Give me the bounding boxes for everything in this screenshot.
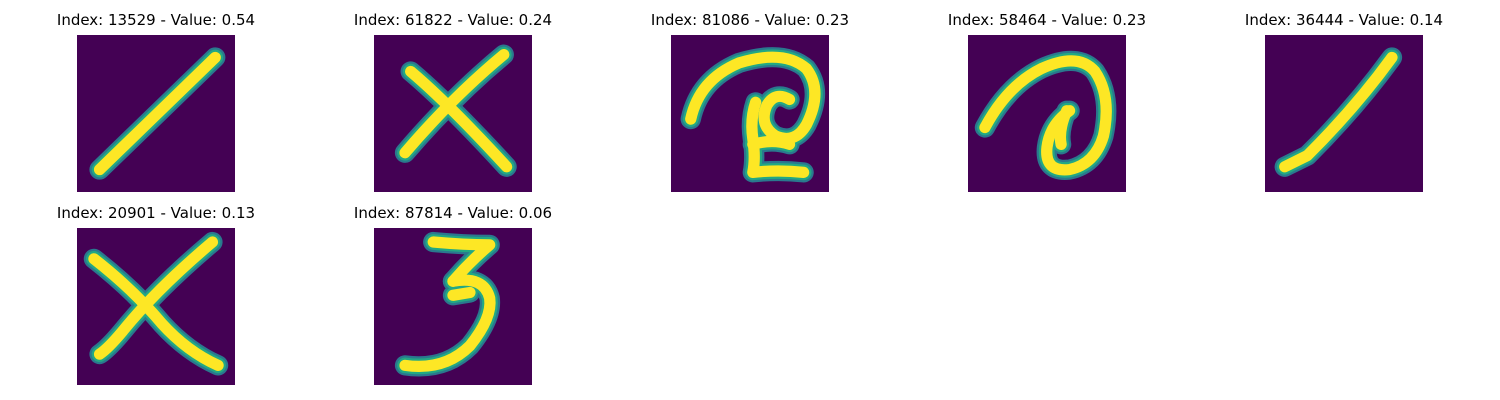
glyph-stroke bbox=[93, 236, 219, 360]
handwritten-glyph-image bbox=[77, 35, 235, 192]
handwritten-glyph-image bbox=[374, 228, 532, 385]
glyph-strokes bbox=[394, 231, 501, 377]
handwritten-glyph-image bbox=[77, 228, 235, 385]
glyph-stroke bbox=[399, 49, 510, 159]
panel-title: Index: 36444 - Value: 0.14 bbox=[1244, 11, 1444, 29]
panel-title: Index: 58464 - Value: 0.23 bbox=[947, 11, 1147, 29]
glyph-strokes bbox=[394, 44, 517, 177]
handwritten-glyph-image bbox=[374, 35, 532, 192]
glyph-stroke bbox=[1054, 105, 1073, 150]
panel-title: Index: 81086 - Value: 0.23 bbox=[650, 11, 850, 29]
glyph-strokes bbox=[1274, 47, 1403, 177]
glyph-strokes bbox=[83, 231, 229, 376]
handwritten-glyph-image bbox=[968, 35, 1126, 192]
handwritten-glyph-image bbox=[1265, 35, 1423, 192]
glyph-stroke bbox=[747, 135, 796, 150]
image-panel: Index: 61822 - Value: 0.24 bbox=[303, 0, 603, 192]
image-panel: Index: 13529 - Value: 0.54 bbox=[6, 0, 306, 192]
image-panel: Index: 20901 - Value: 0.13 bbox=[6, 193, 306, 385]
glyph-stroke bbox=[399, 274, 496, 372]
panel-title: Index: 13529 - Value: 0.54 bbox=[56, 11, 256, 29]
glyph-stroke bbox=[447, 286, 476, 301]
glyph-stroke bbox=[746, 96, 810, 178]
panel-title: Index: 61822 - Value: 0.24 bbox=[353, 11, 553, 29]
panel-title: Index: 87814 - Value: 0.06 bbox=[353, 204, 553, 222]
glyph-strokes bbox=[974, 50, 1117, 180]
image-panel: Index: 81086 - Value: 0.23 bbox=[600, 0, 900, 192]
glyph-stroke bbox=[979, 55, 1112, 176]
glyph-stroke bbox=[685, 51, 821, 144]
handwritten-glyph-image bbox=[671, 35, 829, 192]
image-panel: Index: 36444 - Value: 0.14 bbox=[1194, 0, 1494, 192]
glyph-stroke bbox=[93, 51, 221, 176]
image-panel: Index: 87814 - Value: 0.06 bbox=[303, 193, 603, 385]
glyph-strokes bbox=[89, 47, 226, 180]
glyph-strokes bbox=[680, 47, 826, 183]
panel-title: Index: 20901 - Value: 0.13 bbox=[56, 204, 256, 222]
glyph-stroke bbox=[1279, 51, 1398, 173]
glyph-stroke bbox=[405, 65, 513, 173]
glyph-stroke bbox=[88, 253, 224, 371]
glyph-stroke bbox=[427, 236, 496, 287]
image-panel: Index: 58464 - Value: 0.23 bbox=[897, 0, 1197, 192]
